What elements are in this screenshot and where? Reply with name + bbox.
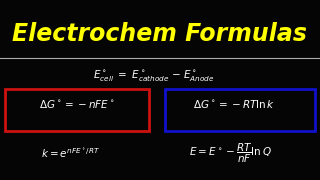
Text: $k = e^{nFE^\circ/RT}$: $k = e^{nFE^\circ/RT}$ <box>41 146 100 160</box>
Text: Electrochem Formulas: Electrochem Formulas <box>12 22 308 46</box>
Text: $E = E^\circ - \dfrac{RT}{nF}\ln Q$: $E = E^\circ - \dfrac{RT}{nF}\ln Q$ <box>189 141 272 165</box>
Text: $\Delta G^\circ = -nFE^\circ$: $\Delta G^\circ = -nFE^\circ$ <box>39 98 115 110</box>
Text: $\Delta G^\circ = -RT\ln k$: $\Delta G^\circ = -RT\ln k$ <box>193 98 275 110</box>
Text: $\mathit{E}^\circ_{cell}$ $=$ $\mathit{E}^\circ_{cathode}$ $-$ $\mathit{E}^\circ: $\mathit{E}^\circ_{cell}$ $=$ $\mathit{E… <box>93 68 214 83</box>
